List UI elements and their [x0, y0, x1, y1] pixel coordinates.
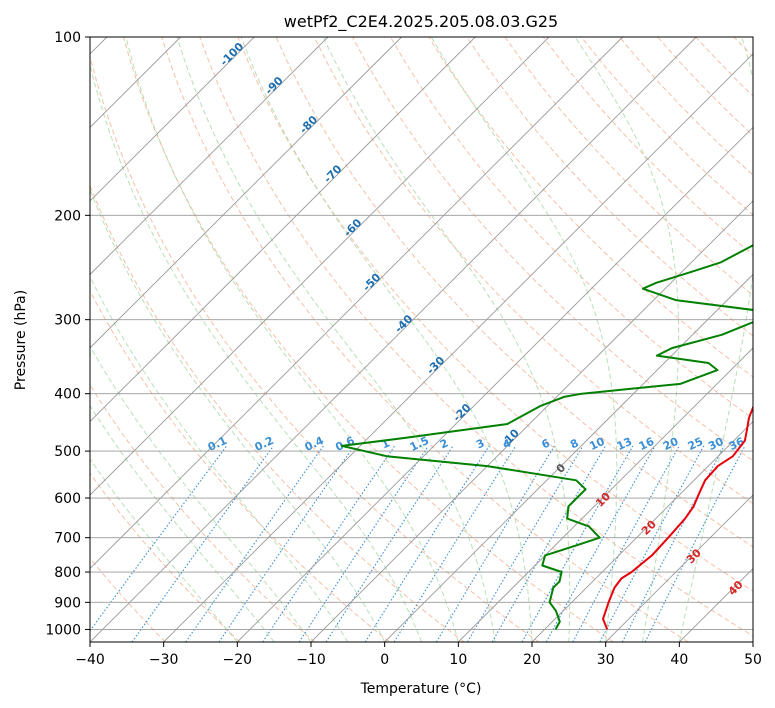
mixing-ratio-line	[491, 445, 607, 642]
x-tick-label: 50	[744, 652, 762, 668]
mixing-ratio-label: 36	[727, 435, 747, 453]
x-tick-label: 0	[380, 652, 389, 668]
isotherm-line	[237, 126, 753, 642]
y-tick-label: 400	[54, 387, 81, 403]
isotherm-line	[90, 37, 402, 349]
background-lines	[90, 37, 753, 642]
dry-adiabat	[428, 37, 753, 378]
isotherm-line	[310, 200, 753, 642]
y-axis-label: Pressure (hPa)	[13, 290, 29, 390]
isotherm-line	[458, 347, 753, 642]
moist-adiabat	[240, 37, 533, 642]
mixing-ratio-label: 13	[615, 435, 634, 453]
x-tick-label: 30	[597, 652, 615, 668]
x-axis-ticks: −40 −30 −20 −10 0 10 20 30 40 50	[75, 642, 762, 668]
x-tick-label: 20	[523, 652, 541, 668]
mixing-ratio-label: 30	[706, 435, 726, 453]
moist-adiabat	[322, 37, 571, 642]
dry-adiabat	[90, 54, 540, 642]
y-tick-label: 500	[54, 444, 81, 460]
dry-adiabat	[237, 37, 753, 592]
y-tick-label: 700	[54, 531, 81, 547]
x-tick-label: 40	[670, 652, 688, 668]
x-tick-label: −20	[223, 652, 253, 668]
y-tick-label: 600	[54, 491, 81, 507]
mixing-ratio-line	[644, 445, 746, 642]
isotherm-line	[752, 641, 753, 642]
y-axis-ticks: 100 200 300 400 500 600 700 800 900 1000	[45, 30, 90, 638]
plot-frame	[89, 36, 754, 643]
mixing-ratio-line	[325, 445, 454, 642]
dry-adiabat	[90, 383, 316, 642]
x-tick-label: 10	[449, 652, 467, 668]
isotherm-line	[90, 37, 550, 496]
mixing-ratio-line	[572, 445, 680, 642]
mixing-ratio-line	[90, 445, 228, 632]
isotherm-line	[90, 37, 623, 570]
moist-adiabat	[90, 275, 349, 642]
dry-adiabat	[122, 37, 614, 642]
chart-title: wetPf2_C2E4.2025.205.08.03.G25	[284, 12, 558, 32]
moist-adiabat	[90, 188, 386, 642]
mixing-ratio-line	[364, 445, 490, 642]
mixing-ratio-label: 10	[587, 435, 607, 453]
isotherm-line	[90, 37, 255, 202]
mixing-ratio-line	[262, 445, 396, 642]
dry-adiabat	[90, 289, 390, 642]
moist-adiabat	[125, 37, 459, 642]
mixing-ratio-label: 25	[686, 435, 705, 453]
temperature-profile	[602, 405, 753, 630]
dry-adiabat	[161, 37, 689, 642]
mixing-ratio-line	[467, 445, 584, 642]
mixing-ratio-label: 16	[637, 435, 657, 453]
dry-adiabat	[90, 472, 241, 642]
dry-adiabat	[90, 184, 465, 642]
dry-adiabat	[90, 557, 166, 642]
isotherm-line	[90, 37, 329, 276]
isotherm-line	[90, 37, 697, 642]
isotherm-line	[384, 273, 753, 642]
mixing-ratio-line	[131, 445, 274, 642]
mixing-ratio-line	[298, 445, 429, 642]
moist-adiabat	[678, 37, 753, 642]
dewpoint-profile	[340, 244, 753, 630]
dry-adiabat	[199, 37, 753, 637]
x-tick-label: −30	[149, 652, 179, 668]
y-tick-label: 800	[54, 565, 81, 581]
x-axis-label: Temperature (°C)	[360, 681, 482, 697]
mixing-ratio-line	[435, 445, 555, 642]
plot-background	[90, 37, 753, 642]
isotherm-line	[531, 420, 753, 642]
moist-adiabat	[574, 37, 680, 642]
profiles	[340, 244, 753, 630]
mixing-ratio-line	[545, 445, 656, 642]
moist-adiabat	[90, 62, 422, 642]
y-tick-label: 300	[54, 313, 81, 329]
x-tick-label: −10	[296, 652, 326, 668]
y-tick-label: 900	[54, 595, 81, 611]
mixing-ratio-line	[185, 445, 324, 642]
isotherm-line	[163, 53, 753, 642]
moist-adiabat	[90, 404, 275, 642]
dry-adiabat	[351, 37, 753, 462]
mixing-ratio-line	[218, 445, 355, 642]
moist-adiabat	[90, 458, 238, 642]
y-tick-label: 200	[54, 208, 81, 224]
isotherm-line	[90, 37, 476, 423]
grid-lines	[90, 37, 753, 642]
y-tick-label: 1000	[45, 622, 81, 638]
x-tick-label: −40	[75, 652, 105, 668]
moist-adiabat	[176, 37, 496, 642]
dry-adiabat	[313, 37, 753, 505]
mixing-ratio-label: 20	[661, 435, 681, 453]
isotherm-line	[605, 494, 753, 642]
y-tick-label: 100	[54, 30, 81, 46]
mixing-ratio-line	[521, 445, 634, 642]
dry-adiabat	[504, 37, 753, 296]
